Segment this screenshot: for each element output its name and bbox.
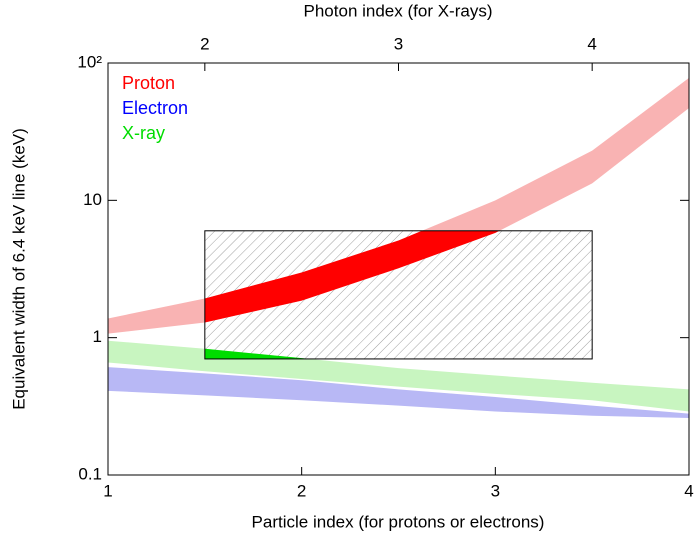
- y-axis-label: Equivalent width of 6.4 keV line (keV): [9, 128, 28, 410]
- band: [108, 367, 689, 419]
- highlight: [204, 230, 593, 359]
- x2-tick-label: 2: [200, 34, 209, 53]
- x-tick-label: 3: [491, 481, 500, 500]
- x-tick-label: 4: [684, 481, 693, 500]
- x-tick-label: 2: [297, 481, 306, 500]
- plot-area: [108, 77, 689, 419]
- band-highlight: [204, 230, 500, 323]
- x2-tick-label: 4: [587, 34, 596, 53]
- x-axis-label: Particle index (for protons or electrons…: [252, 512, 545, 531]
- y-tick-label: 1: [93, 327, 102, 346]
- legend-entry: Proton: [122, 73, 175, 93]
- band-highlight: [204, 348, 310, 359]
- box-outline: [204, 230, 593, 360]
- y-tick-label: 0.1: [78, 464, 102, 483]
- x-tick-label: 1: [103, 481, 112, 500]
- legend-entry: Electron: [122, 98, 188, 118]
- y-tick-label: 10²: [77, 52, 102, 71]
- legend-entry: X-ray: [122, 123, 165, 143]
- x2-tick-label: 3: [394, 34, 403, 53]
- band: [108, 77, 689, 334]
- y-tick-label: 10: [83, 190, 102, 209]
- x2-axis-label: Photon index (for X-rays): [304, 1, 493, 20]
